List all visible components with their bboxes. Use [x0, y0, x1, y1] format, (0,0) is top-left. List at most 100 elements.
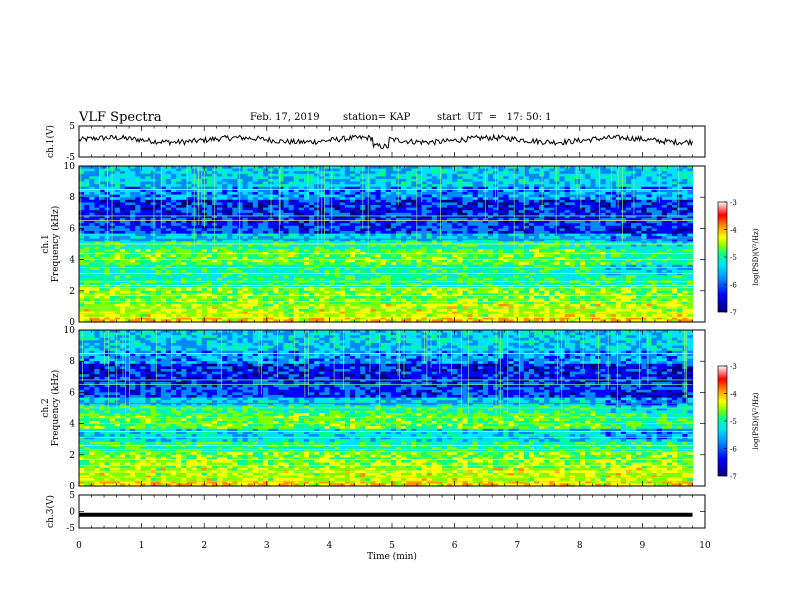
spectrogram-cell: [140, 179, 147, 183]
spectrogram-cell: [559, 231, 566, 235]
spectrogram-cell: [544, 207, 550, 211]
spectrogram-cell: [493, 197, 499, 201]
spectrogram-cell: [590, 218, 596, 222]
spectrogram-cell: [600, 202, 607, 206]
spectrogram-cell: [498, 168, 504, 172]
spectrogram-cell: [580, 199, 586, 203]
spectrogram-cell: [503, 192, 510, 196]
spectrogram-cell: [298, 179, 305, 183]
spectrogram-cell: [114, 192, 121, 196]
spectrogram-cell: [498, 194, 504, 198]
spectrogram-cell: [498, 210, 504, 214]
spectrogram-cell: [533, 171, 540, 175]
spectrogram-cell: [406, 210, 412, 214]
spectrogram-cell: [145, 220, 152, 224]
spectrogram-cell: [160, 228, 167, 232]
spectrogram-cell: [165, 202, 172, 206]
spectrogram-cell: [641, 233, 648, 237]
spectrogram-cell: [554, 205, 561, 209]
spectrogram-cell: [119, 179, 126, 183]
spectrogram-cell: [687, 184, 694, 188]
spectrogram-cell: [135, 212, 141, 216]
spectrogram-cell: [677, 228, 683, 232]
spectrogram-cell: [421, 171, 428, 175]
spectrogram-cell: [344, 233, 351, 237]
spectrogram-cell: [309, 197, 315, 201]
spectrogram-cell: [605, 220, 612, 224]
spectrogram-cell: [94, 173, 101, 177]
spectrogram-cell: [636, 223, 642, 227]
spectrogram-cell: [237, 236, 244, 240]
spectrogram-cell: [171, 194, 177, 198]
spectrogram-cell: [401, 223, 407, 227]
spectrogram-cell: [303, 186, 310, 190]
spectrogram-cell: [370, 233, 377, 237]
spectrogram-cell: [569, 197, 576, 201]
spectrogram-cell: [99, 186, 106, 190]
spectrogram-cell: [523, 199, 530, 203]
spectrogram-cell: [293, 181, 300, 185]
spectrogram-cell: [518, 210, 525, 214]
spectrogram-cell: [559, 218, 566, 222]
spectrogram-cell: [426, 231, 433, 235]
spectrogram-cell: [160, 218, 167, 222]
spectrogram-cell: [472, 207, 479, 211]
spectrogram-cell: [227, 215, 233, 219]
spectrogram-cell: [339, 202, 346, 206]
spectrogram-cell: [232, 215, 239, 219]
spectrogram-cell: [339, 171, 346, 175]
spectrogram-cell: [268, 218, 274, 222]
spectrogram-cell: [610, 186, 617, 190]
spectrogram-cell: [293, 186, 300, 190]
spectrogram-cell: [380, 218, 387, 222]
spectrogram-cell: [411, 171, 418, 175]
spectrogram-cell: [421, 179, 428, 183]
spectrogram-cell: [196, 218, 203, 222]
spectrogram-cell: [334, 228, 341, 232]
spectrogram-cell: [651, 184, 658, 188]
spectrogram-cell: [426, 202, 433, 206]
spectrogram-cell: [298, 202, 305, 206]
spectrogram-cell: [672, 233, 678, 237]
spectrogram-cell: [477, 181, 484, 185]
spectrogram-cell: [181, 202, 187, 206]
spectrogram-cell: [298, 220, 305, 224]
spectrogram-cell: [283, 233, 290, 237]
spectrogram-cell: [620, 194, 627, 198]
spectrogram-cell: [615, 192, 622, 196]
spectrogram-cell: [165, 194, 172, 198]
spectrogram-cell: [242, 184, 249, 188]
spectrogram-cell: [441, 166, 448, 170]
spectrogram-cell: [641, 218, 648, 222]
spectrogram-cell: [416, 194, 423, 198]
spectrogram-cell: [574, 186, 581, 190]
spectrogram-cell: [605, 184, 612, 188]
spectrogram-cell: [564, 197, 571, 201]
spectrogram-cell: [656, 231, 663, 235]
spectrogram-cell: [125, 202, 131, 206]
spectrogram-cell: [94, 176, 101, 180]
spectrogram-cell: [94, 212, 101, 216]
spectrogram-cell: [549, 220, 556, 224]
spectrogram-cell: [590, 184, 596, 188]
spectrogram-cell: [508, 202, 515, 206]
spectrogram-cell: [656, 207, 663, 211]
spectrogram-cell: [590, 199, 596, 203]
spectrogram-cell: [513, 231, 520, 235]
spectrogram-cell: [528, 220, 535, 224]
spectrogram-cell: [559, 199, 566, 203]
spectrogram-cell: [508, 225, 515, 229]
spectrogram-cell: [661, 179, 668, 183]
spectrogram-cell: [324, 171, 331, 175]
spectrogram-cell: [549, 210, 556, 214]
spectrogram-cell: [119, 202, 126, 206]
spectrogram-cell: [324, 186, 331, 190]
spectrogram-cell: [181, 171, 187, 175]
spectrogram-cell: [247, 233, 254, 237]
spectrogram-cell: [508, 205, 515, 209]
spectrogram-cell: [385, 189, 392, 193]
spectrogram-cell: [125, 173, 131, 177]
spectrogram-cell: [426, 199, 433, 203]
spectrogram-cell: [600, 199, 607, 203]
spectrogram-cell: [380, 223, 387, 227]
